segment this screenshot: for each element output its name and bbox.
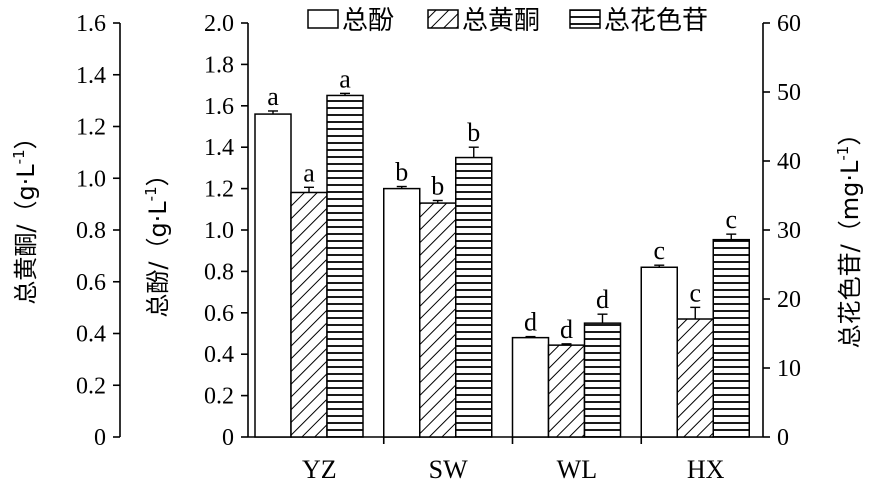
left-axis-title-sup: -1 [10, 149, 28, 164]
bar-WL-1 [547, 344, 586, 438]
bar-SW-2 [455, 156, 493, 438]
significance-label: c [653, 236, 665, 265]
middle-axis-title-main: 总酚/（g·L [144, 201, 172, 318]
category-label: YZ [302, 455, 337, 484]
left-tick-label: 0.6 [76, 270, 106, 296]
bar-SW-0 [383, 187, 421, 438]
significance-label: c [689, 278, 701, 307]
significance-label: d [524, 308, 537, 337]
left-tick-label: 0.8 [76, 218, 106, 244]
middle-tick-label: 0.8 [204, 259, 234, 285]
left-tick-label: 0.2 [76, 373, 106, 399]
bar-YZ-2 [326, 94, 364, 438]
right-axis-title-main: 总花色苷/（mg·L [836, 160, 864, 348]
left-tick-label: 1.2 [76, 115, 106, 141]
legend-label: 总黄酮 [462, 6, 540, 36]
right-tick-label: 10 [777, 356, 801, 382]
legend-swatch [569, 9, 601, 29]
significance-label: d [560, 315, 573, 344]
bar-HX-1 [676, 318, 714, 438]
left-tick-label: 0 [94, 425, 106, 451]
bar-YZ-1 [290, 191, 328, 438]
category-label: SW [429, 455, 468, 484]
bar-WL-2 [583, 322, 622, 438]
legend-swatch [427, 9, 459, 29]
middle-axis-title: 总酚/（g·L-1） [142, 162, 172, 317]
right-tick-label: 0 [777, 425, 789, 451]
significance-label: b [395, 158, 408, 187]
significance-label: c [725, 205, 737, 234]
significance-label: d [596, 285, 609, 314]
bar-WL-0 [511, 336, 550, 438]
right-axis-title-end: ） [836, 122, 864, 146]
right-tick-label: 30 [777, 218, 801, 244]
bar-HX-0 [640, 266, 678, 438]
significance-label: a [303, 158, 315, 187]
right-tick-label: 50 [777, 80, 801, 106]
middle-tick-label: 0.4 [204, 342, 234, 368]
middle-tick-label: 2.0 [204, 11, 234, 37]
left-axis-title-end: ） [12, 125, 40, 149]
right-axis-title-sup: -1 [834, 146, 852, 161]
left-axis-title: 总黄酮/（g·L-1） [10, 125, 40, 304]
middle-tick-label: 1.8 [204, 52, 234, 78]
legend-label: 总酚 [342, 6, 394, 36]
legend-swatch [307, 9, 339, 29]
right-axis-title: 总花色苷/（mg·L-1） [834, 122, 864, 349]
middle-tick-label: 0.2 [204, 384, 234, 410]
category-label: HX [687, 455, 725, 484]
significance-label: b [467, 118, 480, 147]
axes-layer: 0 0.2 0.4 0.6 0.8 1.0 1.2 1.4 1.6 0 0.2 0.4 0.6 0.8 1.… [76, 11, 801, 484]
middle-tick-label: 1.2 [204, 177, 234, 203]
significance-label: a [267, 82, 279, 111]
middle-axis-title-sup: -1 [142, 186, 160, 201]
middle-tick-label: 1.0 [204, 218, 234, 244]
middle-tick-label: 0 [222, 425, 234, 451]
left-tick-label: 1.0 [76, 166, 106, 192]
right-tick-label: 60 [777, 11, 801, 37]
left-tick-label: 1.6 [76, 11, 106, 37]
significance-label: a [339, 64, 351, 93]
middle-axis-title-end: ） [144, 162, 172, 186]
right-tick-label: 20 [777, 287, 801, 313]
left-tick-label: 1.4 [76, 63, 106, 89]
bar-HX-2 [712, 238, 750, 438]
bar-SW-1 [419, 202, 457, 438]
legend-label: 总花色苷 [604, 6, 708, 36]
right-tick-label: 40 [777, 149, 801, 175]
left-axis-title-main: 总黄酮/（g·L [12, 164, 40, 305]
left-tick-label: 0.4 [76, 322, 106, 348]
middle-tick-label: 1.4 [204, 135, 234, 161]
significance-label: b [431, 172, 444, 201]
category-label: WL [557, 455, 597, 484]
middle-tick-label: 1.6 [204, 94, 234, 120]
bar-YZ-0 [254, 113, 292, 438]
legend: 总酚 总黄酮 总花色苷 [307, 6, 708, 36]
middle-tick-label: 0.6 [204, 301, 234, 327]
